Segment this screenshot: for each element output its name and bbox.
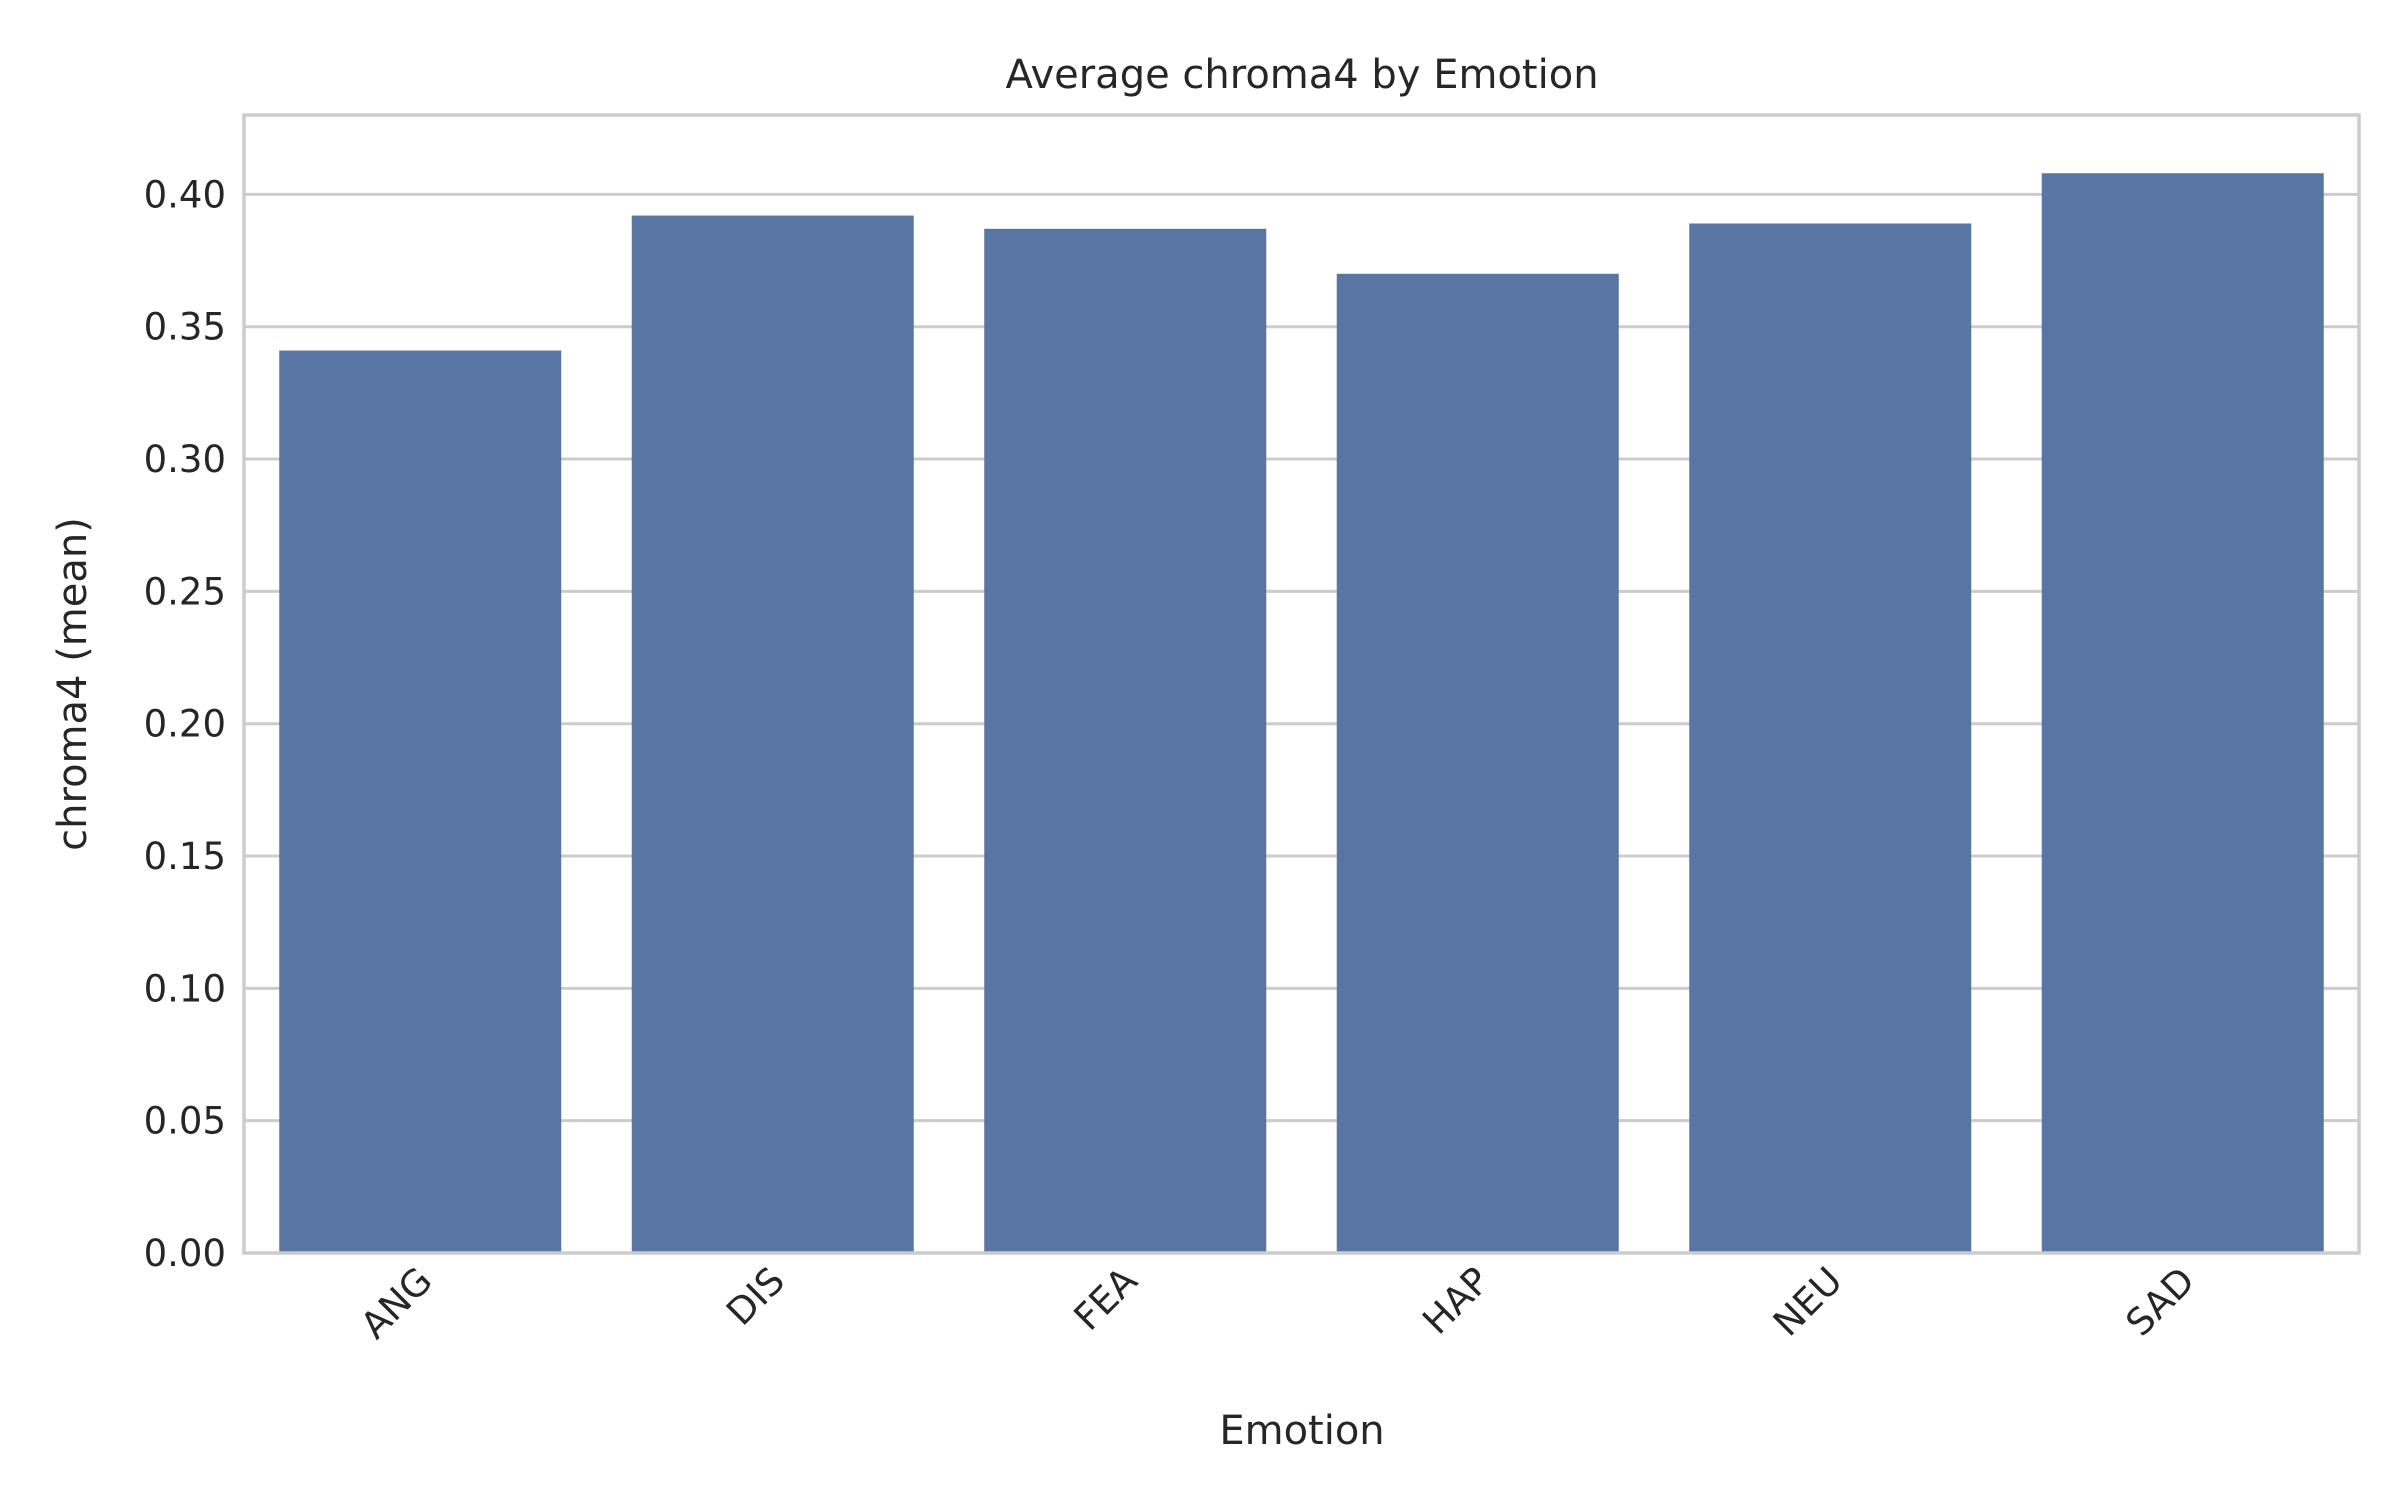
- x-tick-label: ANG: [352, 1259, 440, 1347]
- x-tick-labels: ANG DIS FEA HAP NEU SAD: [352, 1259, 2203, 1347]
- grid-lines: [244, 192, 2359, 1255]
- x-axis-label: Emotion: [1219, 1408, 1384, 1454]
- x-tick-label: NEU: [1765, 1259, 1851, 1345]
- y-tick-label: 0.10: [144, 967, 226, 1010]
- bar-ang: [279, 350, 562, 1253]
- y-tick-label: 0.05: [144, 1100, 226, 1143]
- x-tick-label: HAP: [1414, 1259, 1498, 1343]
- y-tick-label: 0.00: [144, 1232, 226, 1275]
- bar-fea: [984, 228, 1267, 1253]
- bar-hap: [1336, 273, 1619, 1253]
- y-tick-label: 0.35: [144, 306, 226, 349]
- plot-frame: [242, 113, 2361, 1255]
- y-tick-label: 0.15: [144, 835, 226, 878]
- y-tick-label: 0.30: [144, 438, 226, 481]
- y-axis-label: chroma4 (mean): [50, 517, 96, 851]
- y-tick-labels: 0.00 0.05 0.10 0.15 0.20 0.25 0.30 0.35 0.40: [144, 173, 226, 1275]
- bar-dis: [631, 215, 914, 1254]
- bar-neu: [1689, 223, 1972, 1254]
- y-tick-label: 0.25: [144, 570, 226, 613]
- bar-sad: [2041, 173, 2324, 1253]
- bars: [279, 173, 2324, 1254]
- x-tick-label: DIS: [718, 1259, 793, 1334]
- x-tick-label: SAD: [2118, 1259, 2204, 1345]
- y-tick-label: 0.20: [144, 703, 226, 746]
- x-tick-label: FEA: [1066, 1259, 1146, 1339]
- chart-title: Average chroma4 by Emotion: [1005, 52, 1598, 98]
- y-tick-label: 0.40: [144, 173, 226, 216]
